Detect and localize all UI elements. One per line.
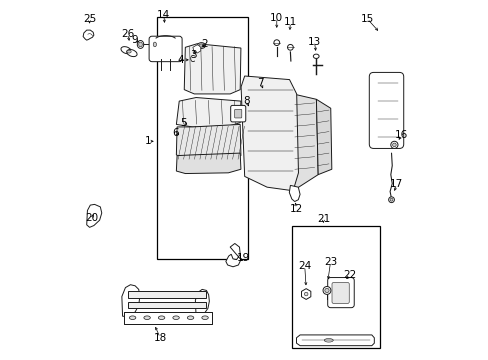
Text: 4: 4 <box>177 55 183 65</box>
Text: 5: 5 <box>180 118 186 128</box>
Ellipse shape <box>323 287 330 294</box>
Polygon shape <box>184 44 241 94</box>
Polygon shape <box>316 99 331 175</box>
Text: 15: 15 <box>360 14 373 24</box>
Bar <box>156 17 247 259</box>
Ellipse shape <box>126 50 137 57</box>
Text: 6: 6 <box>172 129 179 138</box>
Text: 24: 24 <box>298 261 311 271</box>
Polygon shape <box>292 94 318 191</box>
Text: 20: 20 <box>85 213 99 222</box>
FancyBboxPatch shape <box>234 109 241 118</box>
Text: 17: 17 <box>389 179 403 189</box>
FancyBboxPatch shape <box>368 72 403 148</box>
Ellipse shape <box>287 44 293 50</box>
Text: 9: 9 <box>132 35 138 45</box>
FancyBboxPatch shape <box>149 36 182 62</box>
Ellipse shape <box>304 292 307 296</box>
Polygon shape <box>296 335 373 346</box>
Text: 3: 3 <box>190 50 197 60</box>
Ellipse shape <box>152 41 158 48</box>
Ellipse shape <box>324 288 328 293</box>
Text: 26: 26 <box>121 29 134 39</box>
Ellipse shape <box>126 50 131 53</box>
Text: 12: 12 <box>289 204 303 214</box>
Ellipse shape <box>390 141 397 148</box>
Text: 23: 23 <box>323 257 337 267</box>
FancyBboxPatch shape <box>230 105 245 122</box>
Ellipse shape <box>187 316 193 319</box>
Ellipse shape <box>137 41 143 48</box>
Text: 14: 14 <box>157 10 170 20</box>
Polygon shape <box>241 76 298 191</box>
Text: 7: 7 <box>257 78 264 88</box>
Text: 21: 21 <box>316 214 329 224</box>
Polygon shape <box>122 285 140 316</box>
Ellipse shape <box>324 338 333 342</box>
Polygon shape <box>289 185 300 202</box>
Text: 19: 19 <box>237 253 250 263</box>
Ellipse shape <box>129 316 136 319</box>
Bar <box>291 226 379 348</box>
Ellipse shape <box>139 42 142 47</box>
FancyBboxPatch shape <box>327 278 353 308</box>
Bar <box>124 312 212 324</box>
Ellipse shape <box>389 198 392 201</box>
Ellipse shape <box>153 42 156 47</box>
Text: 10: 10 <box>270 13 283 23</box>
Text: 8: 8 <box>243 96 249 106</box>
Polygon shape <box>176 153 241 174</box>
Text: 22: 22 <box>343 270 356 280</box>
Ellipse shape <box>388 197 394 203</box>
Ellipse shape <box>143 316 150 319</box>
Ellipse shape <box>273 40 279 45</box>
Text: 25: 25 <box>83 14 96 24</box>
Bar <box>124 312 212 324</box>
Text: 1: 1 <box>145 136 151 146</box>
Polygon shape <box>83 30 94 40</box>
Text: 11: 11 <box>283 17 296 27</box>
Text: 13: 13 <box>307 37 321 47</box>
Ellipse shape <box>392 143 395 147</box>
Bar <box>128 302 206 309</box>
Bar <box>128 291 206 298</box>
Polygon shape <box>176 125 241 160</box>
Ellipse shape <box>199 44 203 47</box>
Polygon shape <box>225 243 241 267</box>
Ellipse shape <box>197 42 205 48</box>
Ellipse shape <box>172 316 179 319</box>
Polygon shape <box>176 98 241 127</box>
Ellipse shape <box>313 54 319 58</box>
Ellipse shape <box>202 316 208 319</box>
Polygon shape <box>86 204 102 227</box>
Text: 18: 18 <box>153 333 166 343</box>
Text: C: C <box>189 55 195 64</box>
Ellipse shape <box>158 316 164 319</box>
Polygon shape <box>195 289 209 316</box>
Polygon shape <box>192 45 201 53</box>
Ellipse shape <box>121 47 131 54</box>
Text: 2: 2 <box>201 40 207 49</box>
Text: 16: 16 <box>394 130 407 140</box>
FancyBboxPatch shape <box>331 283 348 303</box>
